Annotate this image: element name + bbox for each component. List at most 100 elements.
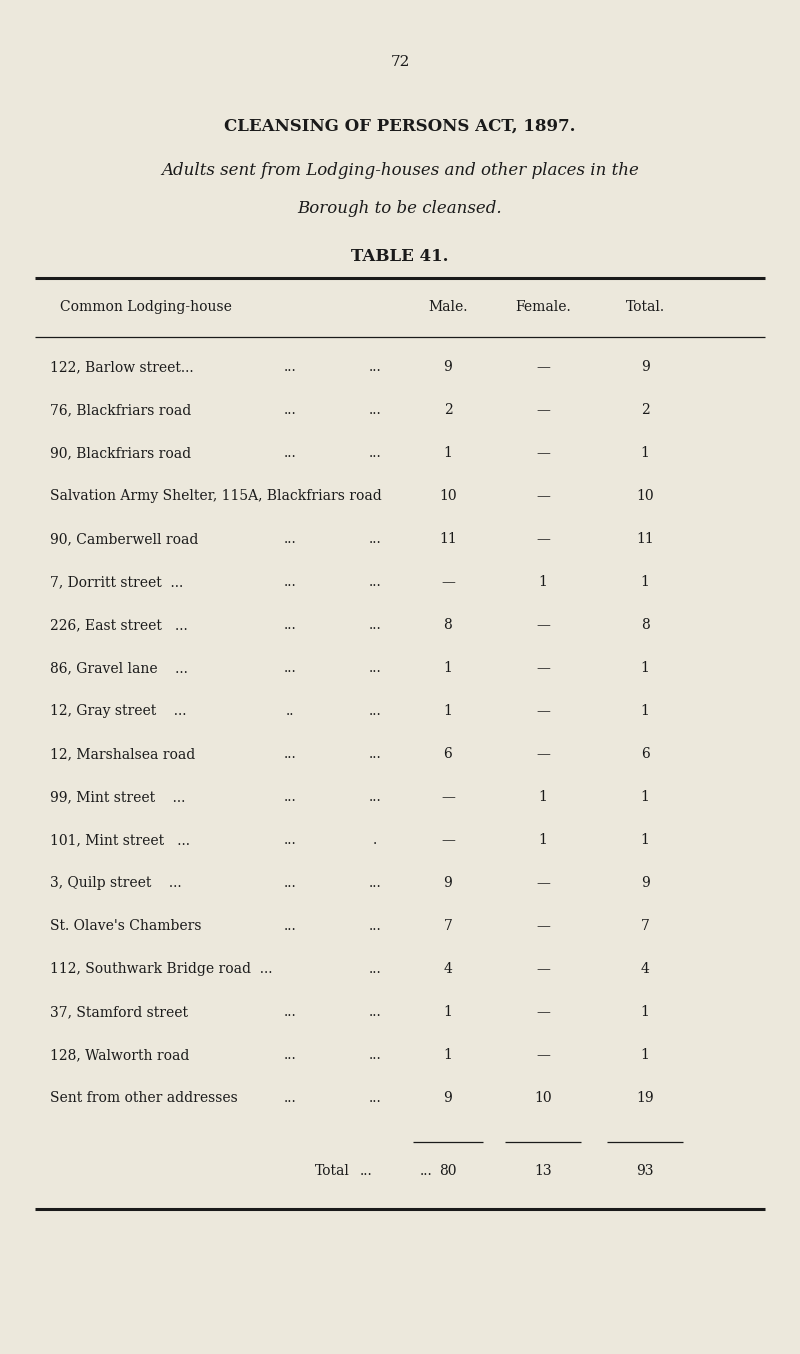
Text: 10: 10: [439, 489, 457, 502]
Text: ...: ...: [284, 445, 296, 460]
Text: TABLE 41.: TABLE 41.: [351, 248, 449, 265]
Text: Adults sent from Lodging-houses and other places in the: Adults sent from Lodging-houses and othe…: [161, 162, 639, 179]
Text: Total: Total: [315, 1164, 350, 1178]
Text: 1: 1: [641, 1005, 650, 1020]
Text: ...: ...: [284, 919, 296, 933]
Text: 2: 2: [444, 403, 452, 417]
Text: Male.: Male.: [428, 301, 468, 314]
Text: ...: ...: [369, 661, 382, 676]
Text: 6: 6: [444, 747, 452, 761]
Text: —: —: [441, 789, 455, 804]
Text: 90, Camberwell road: 90, Camberwell road: [50, 532, 198, 546]
Text: St. Olave's Chambers: St. Olave's Chambers: [50, 919, 202, 933]
Text: ...: ...: [284, 575, 296, 589]
Text: ...: ...: [369, 747, 382, 761]
Text: 1: 1: [641, 833, 650, 848]
Text: ...: ...: [369, 1091, 382, 1105]
Text: ...: ...: [360, 1164, 373, 1178]
Text: 10: 10: [534, 1091, 552, 1105]
Text: 1: 1: [538, 575, 547, 589]
Text: 4: 4: [443, 961, 453, 976]
Text: ...: ...: [420, 1164, 433, 1178]
Text: Salvation Army Shelter, 115A, Blackfriars road: Salvation Army Shelter, 115A, Blackfriar…: [50, 489, 382, 502]
Text: —: —: [536, 704, 550, 718]
Text: —: —: [536, 445, 550, 460]
Text: —: —: [536, 1005, 550, 1020]
Text: ...: ...: [369, 360, 382, 374]
Text: ...: ...: [284, 532, 296, 546]
Text: 19: 19: [636, 1091, 654, 1105]
Text: —: —: [441, 575, 455, 589]
Text: 226, East street   ...: 226, East street ...: [50, 617, 188, 632]
Text: 8: 8: [444, 617, 452, 632]
Text: 122, Barlow street...: 122, Barlow street...: [50, 360, 194, 374]
Text: —: —: [536, 403, 550, 417]
Text: 90, Blackfriars road: 90, Blackfriars road: [50, 445, 191, 460]
Text: ...: ...: [369, 617, 382, 632]
Text: ...: ...: [369, 532, 382, 546]
Text: Common Lodging-house: Common Lodging-house: [60, 301, 232, 314]
Text: ...: ...: [284, 789, 296, 804]
Text: 1: 1: [443, 661, 453, 676]
Text: 76, Blackfriars road: 76, Blackfriars road: [50, 403, 191, 417]
Text: —: —: [441, 833, 455, 848]
Text: —: —: [536, 661, 550, 676]
Text: 8: 8: [641, 617, 650, 632]
Text: —: —: [536, 489, 550, 502]
Text: Total.: Total.: [626, 301, 665, 314]
Text: Borough to be cleansed.: Borough to be cleansed.: [298, 200, 502, 217]
Text: ...: ...: [369, 919, 382, 933]
Text: 86, Gravel lane    ...: 86, Gravel lane ...: [50, 661, 188, 676]
Text: 1: 1: [538, 833, 547, 848]
Text: 9: 9: [444, 360, 452, 374]
Text: 4: 4: [641, 961, 650, 976]
Text: ...: ...: [369, 704, 382, 718]
Text: ...: ...: [369, 1048, 382, 1062]
Text: —: —: [536, 1048, 550, 1062]
Text: .: .: [373, 833, 377, 848]
Text: 72: 72: [390, 56, 410, 69]
Text: 1: 1: [641, 704, 650, 718]
Text: 99, Mint street    ...: 99, Mint street ...: [50, 789, 186, 804]
Text: 10: 10: [636, 489, 654, 502]
Text: ...: ...: [284, 1005, 296, 1020]
Text: ...: ...: [369, 961, 382, 976]
Text: ...: ...: [369, 575, 382, 589]
Text: ...: ...: [369, 403, 382, 417]
Text: ...: ...: [369, 876, 382, 890]
Text: 1: 1: [443, 445, 453, 460]
Text: 7: 7: [443, 919, 453, 933]
Text: 13: 13: [534, 1164, 552, 1178]
Text: ...: ...: [284, 1091, 296, 1105]
Text: ...: ...: [284, 747, 296, 761]
Text: 1: 1: [641, 445, 650, 460]
Text: ...: ...: [284, 403, 296, 417]
Text: ...: ...: [284, 1048, 296, 1062]
Text: ...: ...: [284, 360, 296, 374]
Text: 1: 1: [641, 1048, 650, 1062]
Text: —: —: [536, 919, 550, 933]
Text: Female.: Female.: [515, 301, 571, 314]
Text: 7: 7: [641, 919, 650, 933]
Text: 93: 93: [636, 1164, 654, 1178]
Text: —: —: [536, 876, 550, 890]
Text: —: —: [536, 617, 550, 632]
Text: —: —: [536, 961, 550, 976]
Text: ...: ...: [369, 1005, 382, 1020]
Text: 9: 9: [641, 876, 650, 890]
Text: ...: ...: [284, 876, 296, 890]
Text: —: —: [536, 532, 550, 546]
Text: 2: 2: [641, 403, 650, 417]
Text: Sent from other addresses: Sent from other addresses: [50, 1091, 238, 1105]
Text: ...: ...: [284, 661, 296, 676]
Text: ...: ...: [284, 617, 296, 632]
Text: 3, Quilp street    ...: 3, Quilp street ...: [50, 876, 182, 890]
Text: 9: 9: [641, 360, 650, 374]
Text: 1: 1: [443, 704, 453, 718]
Text: 128, Walworth road: 128, Walworth road: [50, 1048, 190, 1062]
Text: 1: 1: [443, 1005, 453, 1020]
Text: ...: ...: [369, 445, 382, 460]
Text: 6: 6: [641, 747, 650, 761]
Text: 1: 1: [443, 1048, 453, 1062]
Text: —: —: [536, 360, 550, 374]
